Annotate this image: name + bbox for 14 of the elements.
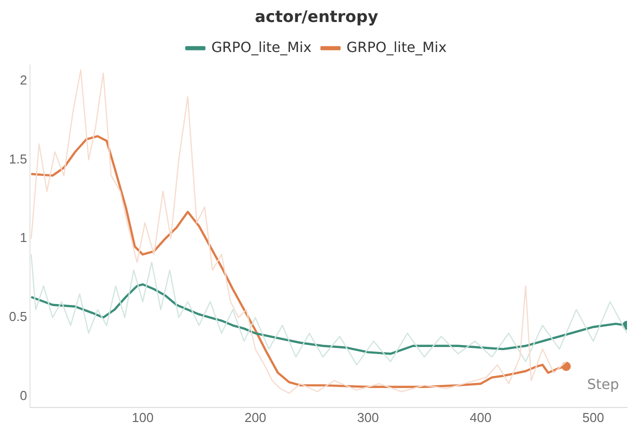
x-tick-label: 500 (582, 410, 604, 425)
legend-label: GRPO_lite_Mix (346, 40, 447, 56)
x-tick-label: 100 (132, 410, 154, 425)
chart-title: actor/entropy (254, 6, 379, 26)
x-axis-title: Step (587, 377, 620, 393)
legend-label: GRPO_lite_Mix (211, 40, 312, 56)
y-tick-label: 1 (20, 230, 28, 246)
y-tick-label: 1.5 (8, 151, 28, 166)
y-tick-label: 0.5 (8, 309, 28, 324)
y-tick-label: 2 (20, 72, 28, 88)
y-tick-label: 0 (20, 388, 28, 403)
x-tick-label: 400 (470, 410, 492, 425)
x-tick-label: 200 (244, 410, 266, 425)
x-tick-label: 300 (357, 410, 379, 425)
